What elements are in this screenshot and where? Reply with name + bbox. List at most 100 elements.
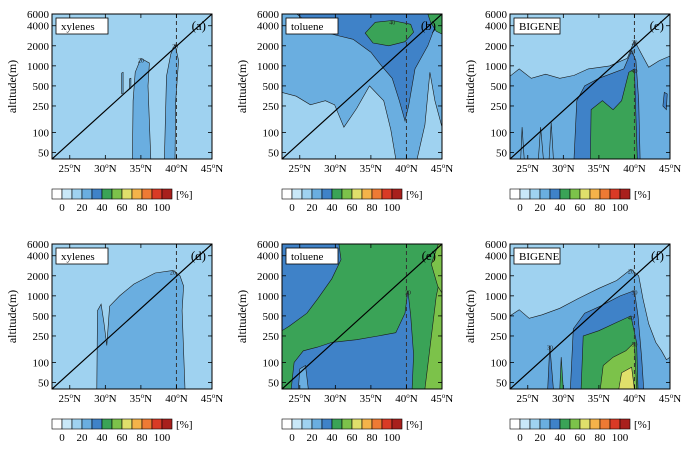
species-box <box>513 247 561 265</box>
colorbar-swatch <box>391 418 403 430</box>
colorbar-swatch <box>539 418 551 430</box>
colorbar-tick-label: 20 <box>535 432 547 444</box>
y-tick-label: 50 <box>268 148 280 160</box>
contour-region <box>548 122 554 159</box>
colorbar-swatch <box>81 188 93 200</box>
y-tick-label: 100 <box>33 127 50 139</box>
x-tick-label: 30oN <box>552 392 575 405</box>
colorbar-tick-label: 60 <box>347 432 359 444</box>
colorbar-swatch <box>351 188 363 200</box>
colorbar-swatch <box>301 418 313 430</box>
x-tick-label: 40oN <box>395 162 418 175</box>
panel-letter: (d) <box>191 248 206 263</box>
colorbar-unit: [%] <box>634 419 651 431</box>
y-tick-label: 4000 <box>27 21 50 33</box>
colorbar-swatch <box>529 418 541 430</box>
x-tick-label: 35oN <box>130 392 153 405</box>
colorbar-swatch <box>351 418 363 430</box>
panel-frame <box>51 243 213 390</box>
colorbar-tick-label: 60 <box>347 202 359 214</box>
y-tick-label: 250 <box>491 101 508 113</box>
contour-label: 40 <box>389 20 395 26</box>
x-tick-label: 45oN <box>431 392 454 405</box>
y-tick-label: 100 <box>263 357 280 369</box>
colorbar-swatch <box>381 418 393 430</box>
colorbar-swatch <box>61 418 73 430</box>
colorbar-tick-label: 100 <box>384 432 401 444</box>
species-label: xylenes <box>61 21 95 33</box>
x-tick-label: 25oN <box>289 392 312 405</box>
contour-region <box>424 269 442 389</box>
x-tick-label: 45oN <box>201 162 224 175</box>
colorbar-swatch <box>71 188 83 200</box>
y-tick-label: 250 <box>33 101 50 113</box>
colorbar-swatch <box>559 188 571 200</box>
species-box <box>513 17 561 35</box>
colorbar-swatch <box>101 188 113 200</box>
y-tick-label: 4000 <box>257 21 280 33</box>
x-tick-label: 30oN <box>94 392 117 405</box>
colorbar-tick-label: 40 <box>555 432 567 444</box>
y-tick-label: 500 <box>263 81 280 93</box>
colorbar-swatch <box>549 188 561 200</box>
colorbar-swatch <box>569 188 581 200</box>
colorbar-swatch <box>589 188 601 200</box>
y-tick-label: 50 <box>38 378 50 390</box>
colorbar-swatch <box>61 188 73 200</box>
colorbar-tick-label: 20 <box>77 432 89 444</box>
colorbar-unit: [%] <box>406 189 423 201</box>
colorbar-tick-label: 0 <box>517 202 523 214</box>
contour-region <box>427 14 442 35</box>
colorbar-swatch <box>569 418 581 430</box>
colorbar-swatch <box>111 188 123 200</box>
plot-area: 3030 <box>282 244 442 389</box>
x-tick-label: 45oN <box>659 162 682 175</box>
colorbar-swatch <box>51 188 63 200</box>
colorbar-swatch <box>371 188 383 200</box>
y-axis-label: altitude(m) <box>235 60 249 113</box>
species-label: toluene <box>291 21 323 33</box>
panel-frame <box>281 13 443 160</box>
species-box <box>285 247 339 265</box>
y-tick-label: 6000 <box>257 239 280 251</box>
colorbar-swatch <box>519 418 531 430</box>
colorbar-tick-label: 100 <box>612 202 629 214</box>
panel-b: 20304050100250500100020004000600025oN30o… <box>235 9 453 214</box>
species-box <box>285 17 339 35</box>
diagonal-line <box>282 14 442 159</box>
panel-frame <box>281 243 443 390</box>
colorbar-tick-label: 40 <box>97 432 109 444</box>
contour-label: 20 <box>628 269 634 275</box>
contour-label: 20 <box>170 271 176 277</box>
colorbar-swatch <box>301 188 313 200</box>
contour-region <box>282 244 342 332</box>
y-tick-label: 2000 <box>257 41 280 53</box>
colorbar-tick-label: 80 <box>367 432 379 444</box>
colorbar-swatch <box>579 188 591 200</box>
y-tick-label: 100 <box>491 357 508 369</box>
plot-area: 20 <box>52 244 212 389</box>
colorbar-tick-label: 0 <box>59 202 65 214</box>
colorbar-swatch <box>361 188 373 200</box>
colorbar-swatch <box>529 188 541 200</box>
colorbar-swatch <box>141 418 153 430</box>
species-label: xylenes <box>61 251 95 263</box>
x-tick-label: 25oN <box>517 392 540 405</box>
colorbar-unit: [%] <box>406 419 423 431</box>
contour-region <box>520 127 525 159</box>
contour-region <box>430 244 442 294</box>
x-tick-label: 40oN <box>623 162 646 175</box>
colorbar: 0 20 40 60 80 100 [%] <box>281 188 423 214</box>
x-tick-label: 45oN <box>431 162 454 175</box>
y-tick-label: 1000 <box>485 291 508 303</box>
colorbar-swatch <box>91 418 103 430</box>
y-tick-label: 50 <box>496 148 508 160</box>
colorbar-swatch <box>519 188 531 200</box>
y-tick-label: 100 <box>263 127 280 139</box>
colorbar-swatch <box>311 418 323 430</box>
y-tick-label: 4000 <box>485 21 508 33</box>
colorbar-swatch <box>331 418 343 430</box>
contour-label: 20 <box>138 58 144 64</box>
